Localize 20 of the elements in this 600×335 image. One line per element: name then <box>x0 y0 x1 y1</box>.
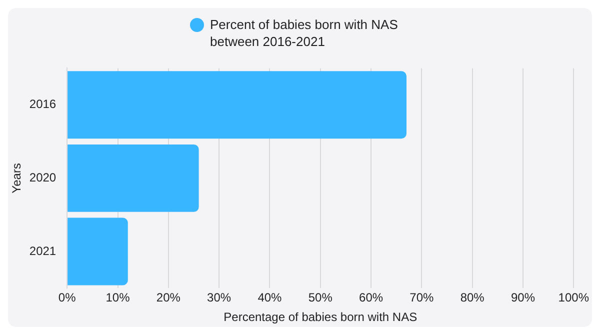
bar <box>68 218 128 286</box>
y-tick-label: 2016 <box>29 97 56 112</box>
x-tick-label: 20% <box>156 290 181 305</box>
y-axis-title: Years <box>10 163 24 194</box>
x-tick-label: 0% <box>58 290 76 305</box>
x-tick-label: 30% <box>207 290 232 305</box>
bar <box>68 71 406 139</box>
x-tick-label: 70% <box>410 290 434 305</box>
x-axis-title: Percentage of babies born with NAS <box>224 310 418 324</box>
x-tick-label: 50% <box>308 290 333 305</box>
bar <box>68 144 199 212</box>
x-tick-label: 90% <box>510 290 536 305</box>
y-tick-label: 2021 <box>29 244 56 258</box>
legend-label: Percent of babies born with NAS between 2016-2021 <box>210 16 399 50</box>
x-tick-label: 40% <box>258 290 282 305</box>
x-tick-label: 80% <box>460 290 485 305</box>
y-tick-label: 2020 <box>29 170 56 185</box>
x-tick-label: 60% <box>359 290 384 305</box>
x-tick-label: 100% <box>558 290 590 305</box>
x-tick-label: 10% <box>106 290 130 305</box>
